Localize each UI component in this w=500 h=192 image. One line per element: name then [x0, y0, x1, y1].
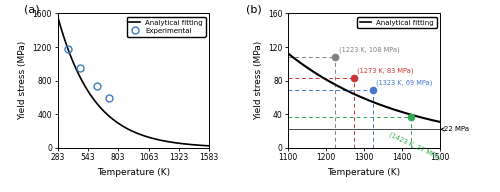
Analytical fitting	[156, 139, 162, 141]
Text: (1423 K, 37 MPa): (1423 K, 37 MPa)	[388, 131, 442, 161]
Text: (b): (b)	[246, 4, 262, 14]
Text: (a): (a)	[24, 4, 40, 14]
Text: (1323 K, 69 MPa): (1323 K, 69 MPa)	[376, 79, 432, 86]
Analytical fitting	[144, 136, 150, 138]
Text: 22 MPa: 22 MPa	[441, 126, 469, 132]
Y-axis label: Yield stress (MPa): Yield stress (MPa)	[18, 41, 27, 120]
Analytical fitting	[54, 15, 60, 17]
Experimental	[76, 67, 82, 69]
Experimental	[65, 48, 71, 50]
Text: (1223 K, 108 MPa): (1223 K, 108 MPa)	[340, 46, 400, 53]
Experimental	[94, 84, 100, 87]
Legend: Analytical fitting: Analytical fitting	[358, 17, 436, 28]
X-axis label: Temperature (K): Temperature (K)	[328, 168, 400, 177]
Legend: Analytical fitting, Experimental: Analytical fitting, Experimental	[126, 17, 206, 36]
Analytical fitting	[169, 141, 175, 143]
Analytical fitting	[82, 84, 87, 86]
Experimental	[106, 97, 112, 99]
X-axis label: Temperature (K): Temperature (K)	[97, 168, 170, 177]
Analytical fitting	[206, 145, 212, 147]
Line: Experimental: Experimental	[64, 45, 112, 102]
Line: Analytical fitting: Analytical fitting	[58, 16, 210, 146]
Text: (1273 K, 83 MPa): (1273 K, 83 MPa)	[357, 67, 414, 74]
Analytical fitting	[94, 102, 100, 104]
Y-axis label: Yield stress (MPa): Yield stress (MPa)	[254, 41, 262, 120]
Analytical fitting	[123, 127, 129, 129]
